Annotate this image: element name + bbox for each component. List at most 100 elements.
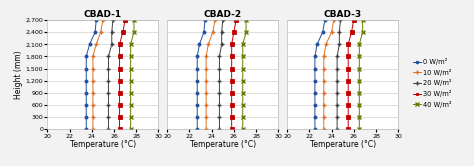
Line: 0 W/m²: 0 W/m² — [85, 18, 98, 131]
30 W/m² — [349, 31, 355, 33]
30 W/m² — [117, 128, 122, 130]
0 W/m² — [320, 31, 326, 33]
Line: 0 W/m²: 0 W/m² — [196, 18, 207, 131]
0 W/m² — [197, 43, 202, 45]
10 W/m² — [93, 43, 99, 45]
0 W/m² — [312, 104, 318, 106]
20 W/m² — [106, 116, 111, 118]
X-axis label: Temperature (°C): Temperature (°C) — [190, 140, 256, 149]
40 W/m² — [356, 92, 362, 94]
Line: 0 W/m²: 0 W/m² — [313, 18, 327, 131]
0 W/m² — [312, 92, 318, 94]
0 W/m² — [87, 43, 92, 45]
20 W/m² — [334, 92, 340, 94]
20 W/m² — [337, 19, 343, 21]
20 W/m² — [106, 104, 111, 106]
20 W/m² — [106, 55, 111, 57]
Legend: 0 W/m², 10 W/m², 20 W/m², 30 W/m², 40 W/m²: 0 W/m², 10 W/m², 20 W/m², 30 W/m², 40 W/… — [413, 58, 452, 108]
10 W/m² — [98, 31, 103, 33]
20 W/m² — [334, 128, 340, 130]
10 W/m² — [203, 116, 209, 118]
40 W/m² — [356, 104, 362, 106]
10 W/m² — [90, 104, 96, 106]
30 W/m² — [229, 43, 235, 45]
Title: CBAD-3: CBAD-3 — [324, 10, 362, 19]
30 W/m² — [346, 80, 351, 82]
40 W/m² — [131, 19, 137, 21]
Title: CBAD-1: CBAD-1 — [84, 10, 122, 19]
10 W/m² — [206, 43, 211, 45]
20 W/m² — [220, 19, 226, 21]
40 W/m² — [131, 31, 137, 33]
10 W/m² — [90, 92, 96, 94]
40 W/m² — [240, 43, 246, 45]
40 W/m² — [240, 104, 246, 106]
10 W/m² — [203, 92, 209, 94]
Line: 30 W/m²: 30 W/m² — [346, 18, 356, 131]
20 W/m² — [106, 68, 111, 70]
30 W/m² — [120, 31, 126, 33]
10 W/m² — [321, 55, 327, 57]
10 W/m² — [203, 104, 209, 106]
20 W/m² — [110, 19, 116, 21]
30 W/m² — [346, 128, 351, 130]
20 W/m² — [219, 43, 225, 45]
30 W/m² — [229, 55, 235, 57]
10 W/m² — [321, 80, 327, 82]
20 W/m² — [217, 55, 222, 57]
10 W/m² — [321, 128, 327, 130]
40 W/m² — [243, 19, 249, 21]
10 W/m² — [100, 19, 106, 21]
40 W/m² — [128, 55, 134, 57]
10 W/m² — [323, 43, 329, 45]
Line: 40 W/m²: 40 W/m² — [241, 18, 248, 131]
Y-axis label: Height (mm): Height (mm) — [14, 50, 23, 99]
10 W/m² — [321, 92, 327, 94]
20 W/m² — [217, 116, 222, 118]
0 W/m² — [92, 31, 98, 33]
0 W/m² — [322, 19, 328, 21]
20 W/m² — [217, 104, 222, 106]
40 W/m² — [356, 128, 362, 130]
30 W/m² — [117, 80, 122, 82]
10 W/m² — [90, 80, 96, 82]
30 W/m² — [231, 31, 237, 33]
20 W/m² — [337, 43, 342, 45]
0 W/m² — [83, 104, 89, 106]
0 W/m² — [83, 128, 89, 130]
30 W/m² — [346, 92, 351, 94]
Line: 20 W/m²: 20 W/m² — [218, 18, 225, 132]
40 W/m² — [360, 19, 365, 21]
30 W/m² — [117, 43, 122, 45]
40 W/m² — [356, 116, 362, 118]
30 W/m² — [346, 116, 351, 118]
10 W/m² — [203, 80, 209, 82]
40 W/m² — [356, 68, 362, 70]
40 W/m² — [240, 68, 246, 70]
0 W/m² — [312, 116, 318, 118]
20 W/m² — [334, 104, 340, 106]
30 W/m² — [233, 19, 239, 21]
10 W/m² — [321, 116, 327, 118]
0 W/m² — [83, 55, 89, 57]
Line: 20 W/m²: 20 W/m² — [106, 18, 115, 132]
20 W/m² — [217, 128, 222, 130]
40 W/m² — [128, 68, 134, 70]
10 W/m² — [203, 55, 209, 57]
0 W/m² — [83, 92, 89, 94]
Line: 10 W/m²: 10 W/m² — [204, 18, 217, 132]
20 W/m² — [106, 80, 111, 82]
10 W/m² — [331, 19, 337, 21]
40 W/m² — [356, 55, 362, 57]
10 W/m² — [212, 19, 218, 21]
30 W/m² — [117, 104, 122, 106]
0 W/m² — [83, 68, 89, 70]
40 W/m² — [128, 43, 134, 45]
20 W/m² — [217, 92, 222, 94]
40 W/m² — [240, 55, 246, 57]
20 W/m² — [109, 31, 115, 33]
10 W/m² — [203, 128, 209, 130]
X-axis label: Temperature (°C): Temperature (°C) — [70, 140, 136, 149]
10 W/m² — [90, 55, 96, 57]
40 W/m² — [240, 116, 246, 118]
